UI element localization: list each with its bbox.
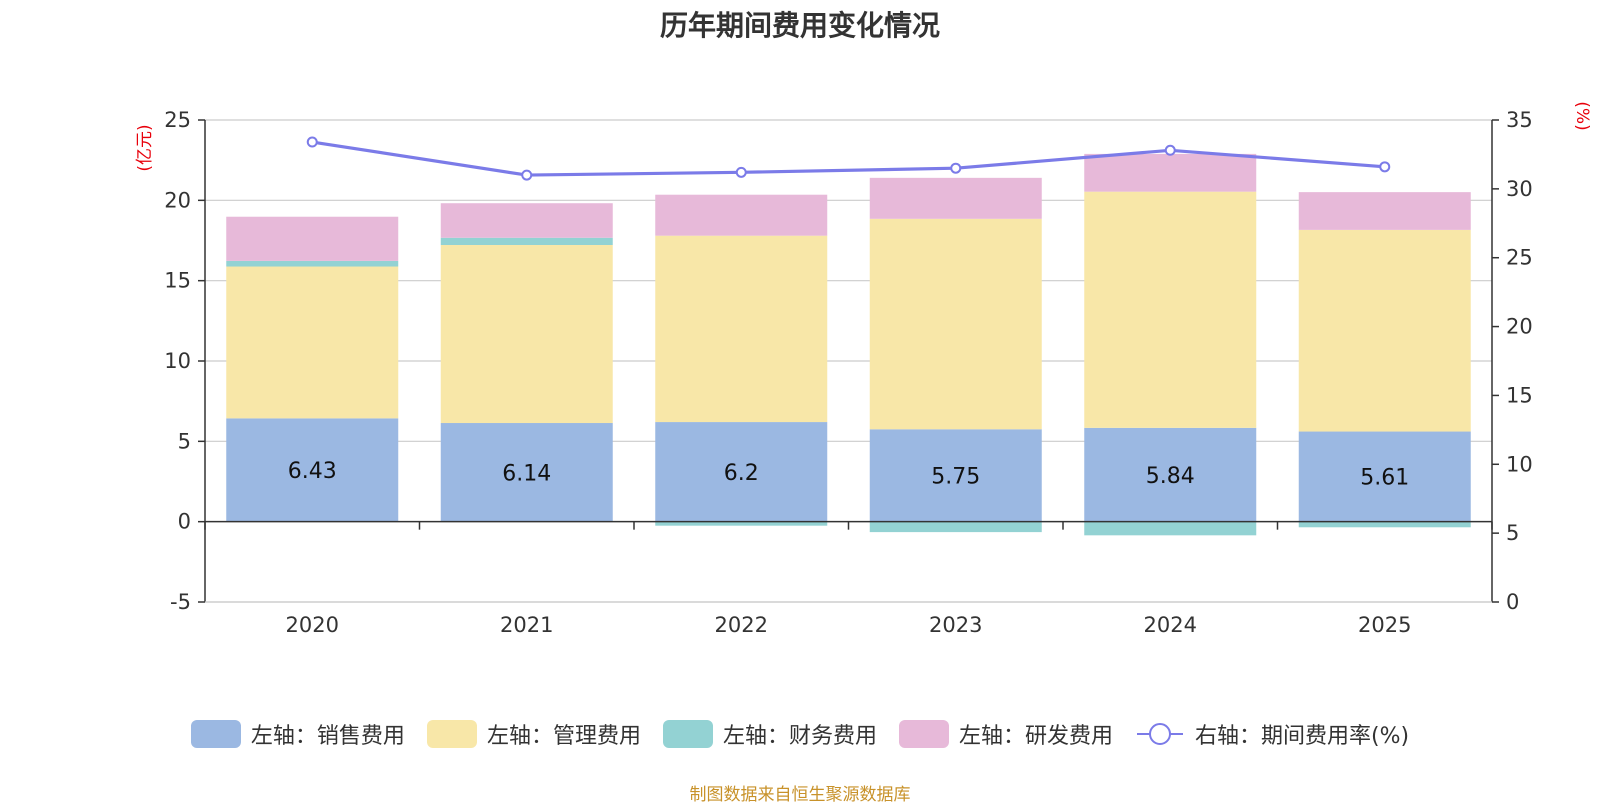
legend-item[interactable]: 左轴：财务费用 — [662, 718, 877, 750]
left-axis-unit: (亿元) — [135, 124, 155, 171]
bar-2023 — [869, 521, 1042, 533]
data-label-2024: 5.84 — [1146, 464, 1195, 489]
bar-2020 — [226, 260, 399, 267]
bar-2022 — [655, 521, 828, 526]
bar-2022 — [655, 422, 828, 522]
legend-swatch — [898, 720, 949, 748]
x-axis-label-2023: 2023 — [929, 613, 982, 637]
legend-item[interactable]: 左轴：管理费用 — [426, 718, 641, 750]
bar-2022 — [655, 194, 828, 236]
bar-2025 — [1298, 431, 1471, 522]
bar-series — [226, 153, 1471, 536]
rate-point-2024 — [1164, 144, 1176, 156]
legend-label: 右轴：期间费用率(%) — [1194, 724, 1410, 749]
bar-2021 — [440, 244, 613, 424]
data-label-2023: 5.75 — [931, 464, 980, 489]
left-axis-tick-label: 10 — [164, 349, 191, 373]
left-axis-tick-label: 25 — [164, 108, 191, 132]
bar-2024 — [1084, 521, 1257, 536]
x-axis-label-2022: 2022 — [715, 613, 768, 637]
bar-2020 — [226, 266, 399, 419]
legend-swatch — [426, 720, 477, 748]
rate-line — [312, 140, 1385, 177]
bar-2023 — [869, 177, 1042, 219]
rate-line-series — [306, 136, 1391, 181]
legend-item[interactable]: 右轴：期间费用率(%) — [1135, 718, 1409, 750]
bar-2021 — [440, 203, 613, 238]
bar-2021 — [440, 237, 613, 245]
rate-point-2023 — [950, 162, 962, 174]
bar-2023 — [869, 429, 1042, 522]
data-label-2025: 5.61 — [1360, 466, 1409, 491]
right-axis-tick-label: 0 — [1506, 590, 1519, 614]
rate-point-2020 — [306, 136, 318, 148]
legend-swatch — [662, 720, 713, 748]
data-labels: 6.43 6.14 6.2 5.75 5.84 5.61 — [288, 459, 1409, 491]
rate-point-2021 — [521, 169, 533, 181]
x-axis-label-2025: 2025 — [1358, 613, 1411, 637]
left-axis-tick-label: -5 — [170, 590, 191, 614]
data-label-2020: 6.43 — [288, 459, 337, 484]
right-axis-tick-label: 5 — [1506, 521, 1519, 545]
bar-2025 — [1298, 521, 1471, 528]
x-axis-label-2020: 2020 — [286, 613, 339, 637]
legend-item[interactable]: 左轴：研发费用 — [898, 718, 1113, 750]
right-axis-tick-label: 15 — [1506, 383, 1533, 407]
bar-2025 — [1298, 229, 1471, 432]
bar-2020 — [226, 418, 399, 522]
rate-point-2022 — [735, 166, 747, 178]
bar-2024 — [1084, 191, 1257, 428]
left-axis-tick-label: 20 — [164, 188, 191, 212]
bar-2021 — [440, 423, 613, 522]
data-label-2021: 6.14 — [502, 461, 551, 486]
data-source-note: 制图数据来自恒生聚源数据库 — [689, 785, 911, 805]
data-label-2022: 6.2 — [724, 461, 759, 486]
right-axis-tick-label: 25 — [1506, 246, 1533, 270]
bar-2022 — [655, 235, 828, 423]
left-axis-tick-label: 0 — [178, 510, 191, 534]
bar-2023 — [869, 218, 1042, 430]
left-axis-tick-label: 15 — [164, 269, 191, 293]
right-axis-tick-label: 20 — [1506, 315, 1533, 339]
legend-line-marker — [1136, 723, 1183, 745]
legend-label: 左轴：研发费用 — [958, 724, 1113, 749]
legend-label: 左轴：财务费用 — [722, 724, 877, 749]
chart-title: 历年期间费用变化情况 — [659, 9, 940, 42]
rate-point-2025 — [1379, 161, 1391, 173]
right-axis-unit: (%) — [1572, 101, 1592, 130]
legend-label: 左轴：销售费用 — [250, 724, 405, 749]
x-axis-label-2024: 2024 — [1144, 613, 1197, 637]
right-axis-tick-label: 10 — [1506, 452, 1533, 476]
bar-2024 — [1084, 153, 1257, 192]
bar-2024 — [1084, 427, 1257, 522]
legend-item[interactable]: 左轴：销售费用 — [190, 718, 405, 750]
legend: 左轴：销售费用 左轴：管理费用 左轴：财务费用 左轴：研发费用 右轴：期间费用率(%) — [0, 718, 1600, 750]
right-axis-tick-label: 30 — [1506, 177, 1533, 201]
x-axis-label-2021: 2021 — [500, 613, 553, 637]
right-axis-tick-label: 35 — [1506, 108, 1533, 132]
legend-swatch — [190, 720, 241, 748]
bar-2020 — [226, 216, 399, 261]
legend-label: 左轴：管理费用 — [486, 724, 641, 749]
bar-2025 — [1298, 192, 1471, 230]
left-axis-tick-label: 5 — [178, 429, 191, 453]
